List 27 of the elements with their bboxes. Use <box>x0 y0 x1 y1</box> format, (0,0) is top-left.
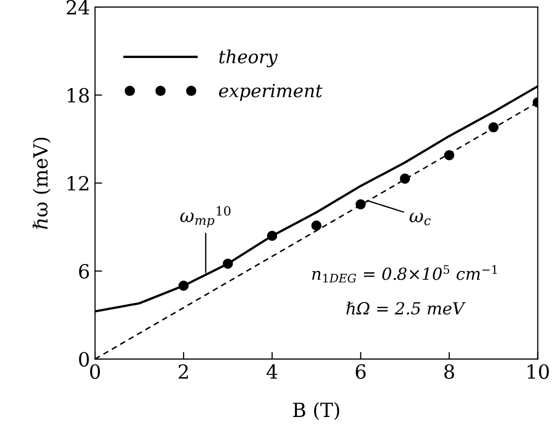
point <box>311 220 322 231</box>
point <box>267 230 278 241</box>
annotation: ω$_{mp}$$^{10}$ <box>180 206 230 228</box>
point <box>444 150 454 160</box>
legend-label: theory <box>219 49 278 68</box>
legend-label: experiment <box>219 84 323 101</box>
point <box>488 122 499 132</box>
x-axis-title: B (T) <box>293 402 340 420</box>
annotation: n$_{1DEG}$ = 0.8×10$^{5}$ cm$^{−1}$ <box>312 265 497 283</box>
y-tick-label: 24 <box>66 0 90 14</box>
y-axis-title: ℏω (meV) <box>32 138 51 229</box>
point <box>222 258 233 269</box>
x-tick-label: 2 <box>178 364 188 379</box>
x-tick-label: 8 <box>444 364 454 379</box>
y-tick-label: 0 <box>79 352 89 367</box>
annotation: ω$_{c}$ <box>410 212 431 226</box>
annotation: ℏΩ = 2.5 meV <box>346 302 466 315</box>
x-tick-label: 6 <box>356 364 366 379</box>
point <box>178 280 189 291</box>
point <box>400 174 410 184</box>
y-tick-label: 12 <box>68 176 88 190</box>
x-tick-label: 4 <box>266 364 278 379</box>
point <box>356 199 366 210</box>
y-tick-label: 6 <box>79 264 89 279</box>
x-tick-label: 10 <box>528 364 549 379</box>
x-tick-label: 0 <box>90 364 100 379</box>
y-tick-label: 18 <box>68 88 89 103</box>
